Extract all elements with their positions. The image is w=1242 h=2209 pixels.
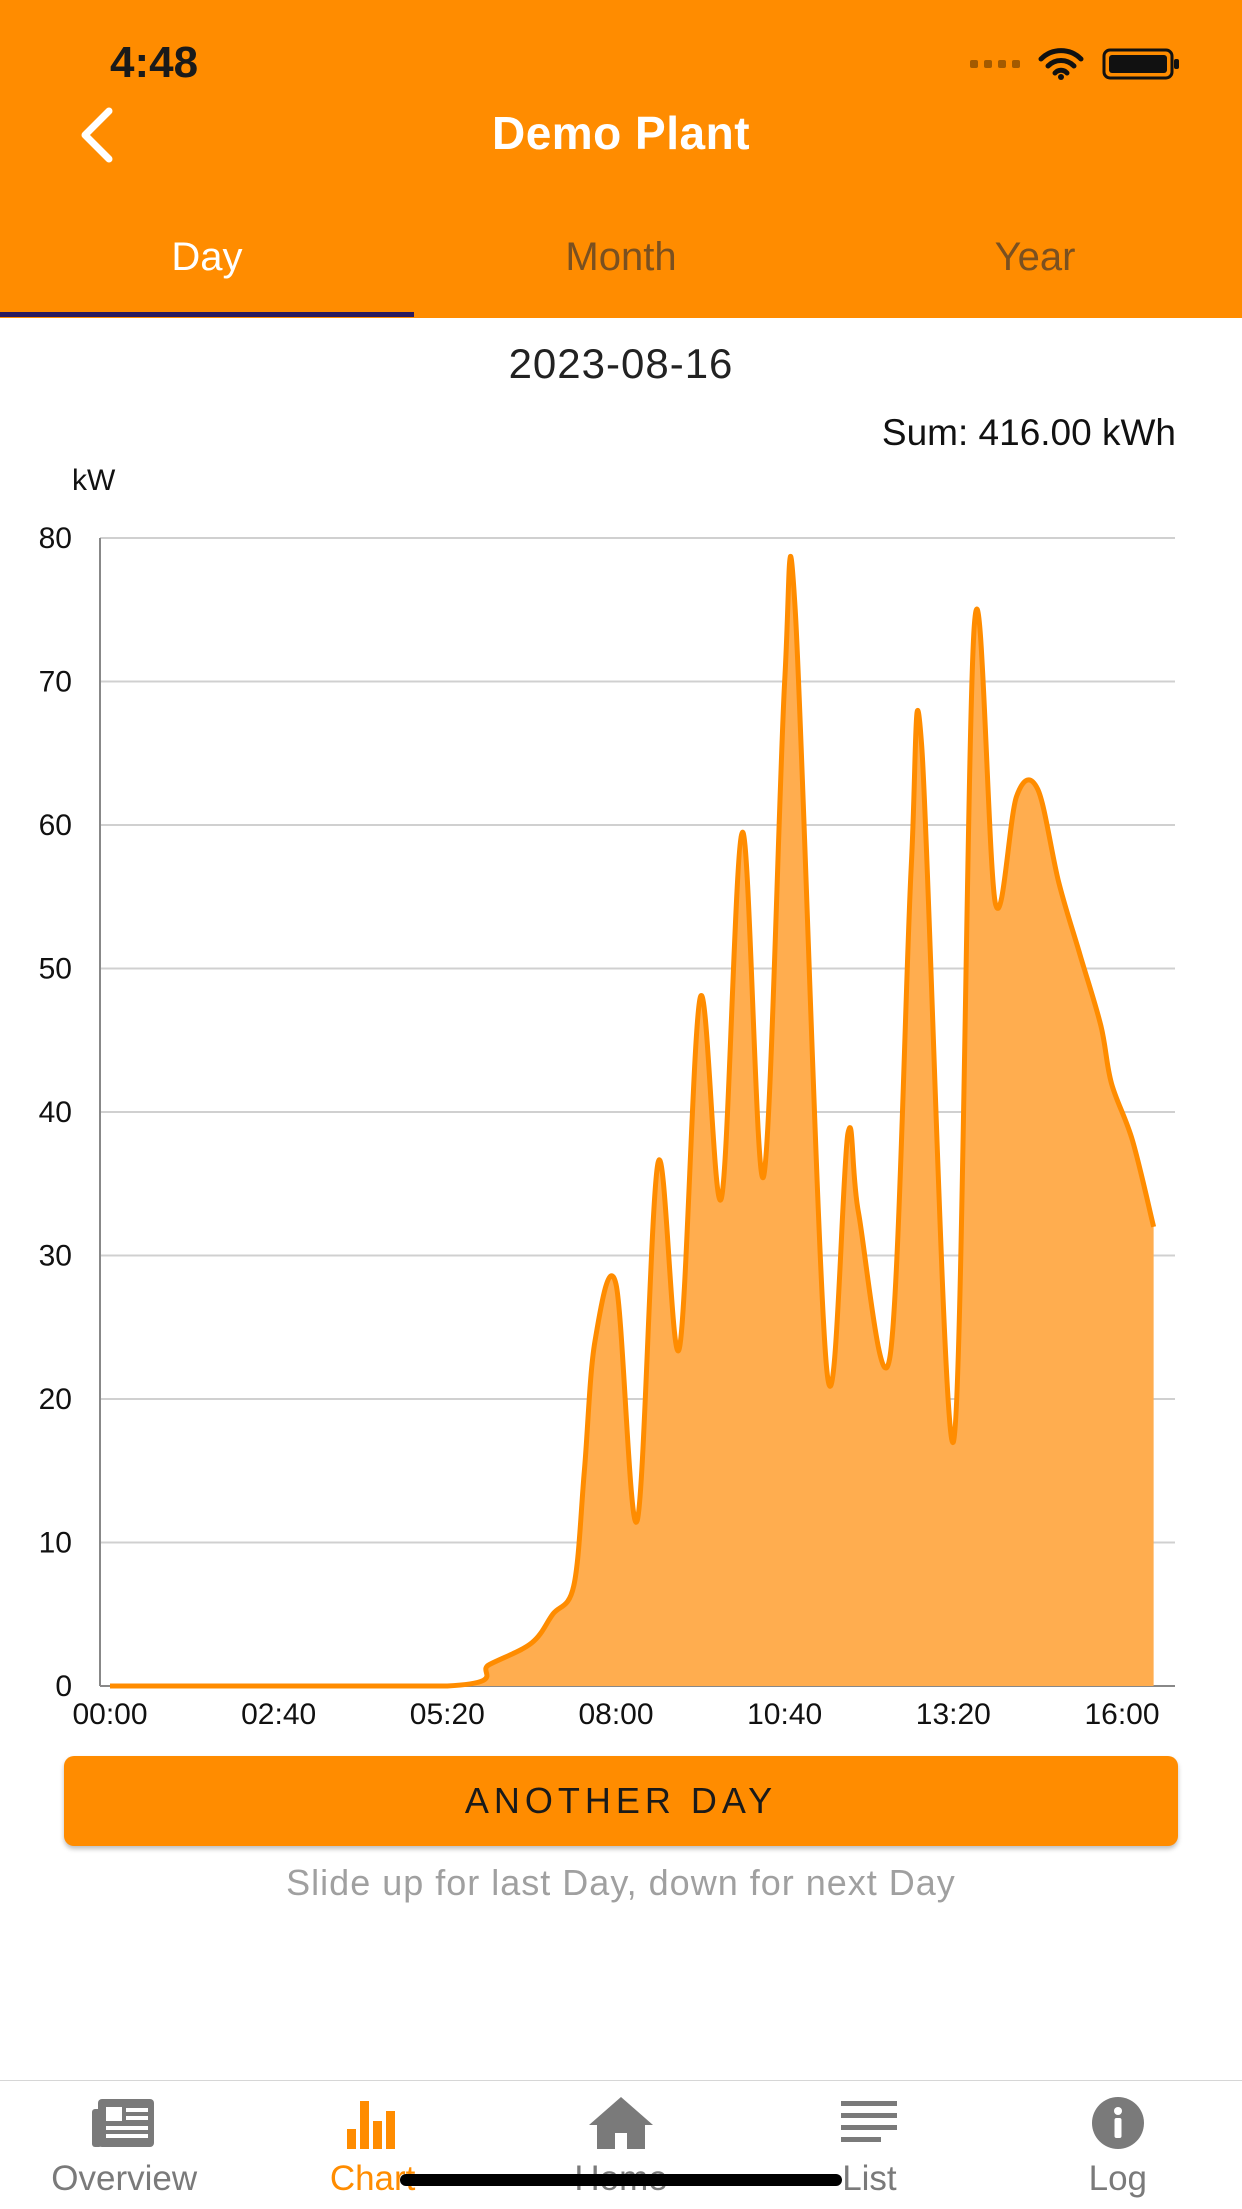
header: 4:48 Demo Plant Day Month xyxy=(0,0,1242,318)
y-tick-label: 80 xyxy=(39,522,72,555)
x-tick-label: 08:00 xyxy=(578,1698,653,1731)
status-time: 4:48 xyxy=(110,38,198,88)
y-tick-label: 10 xyxy=(39,1527,72,1560)
newspaper-icon xyxy=(90,2093,158,2153)
page-title: Demo Plant xyxy=(0,106,1242,160)
another-day-button[interactable]: ANOTHER DAY xyxy=(64,1756,1178,1846)
x-tick-label: 13:20 xyxy=(916,1698,991,1731)
tabbar-item-home[interactable]: Home xyxy=(497,2081,745,2209)
y-tick-label: 70 xyxy=(39,666,72,699)
period-tabs: Day Month Year xyxy=(0,218,1242,318)
battery-icon xyxy=(1102,46,1182,82)
tab-month[interactable]: Month xyxy=(414,218,828,318)
tabbar-label: Overview xyxy=(51,2159,197,2199)
tabbar-item-chart[interactable]: Chart xyxy=(248,2081,496,2209)
x-tick-label: 10:40 xyxy=(747,1698,822,1731)
tabbar-label: Log xyxy=(1089,2159,1147,2199)
status-icons xyxy=(970,44,1182,84)
tabbar-label: List xyxy=(842,2159,896,2199)
wifi-icon xyxy=(1038,47,1084,81)
bar-chart-icon xyxy=(343,2093,403,2153)
cellular-signal-icon xyxy=(970,60,1020,68)
tabbar-item-list[interactable]: List xyxy=(745,2081,993,2209)
y-tick-label: 20 xyxy=(39,1383,72,1416)
x-tick-label: 00:00 xyxy=(72,1698,147,1731)
sum-label: Sum: 416.00 kWh xyxy=(882,412,1176,454)
y-tick-label: 60 xyxy=(39,809,72,842)
y-tick-label: 30 xyxy=(39,1240,72,1273)
list-icon xyxy=(839,2093,899,2153)
power-chart: kW 0 10 20 30 40 50 60 70 80 00:00 02:40 05:20 08:00 1… xyxy=(0,450,1242,1740)
tabbar-item-overview[interactable]: Overview xyxy=(0,2081,248,2209)
active-tab-indicator xyxy=(0,312,414,317)
x-tick-label: 05:20 xyxy=(410,1698,485,1731)
y-tick-label: 0 xyxy=(55,1670,72,1703)
chart-svg: kW 0 10 20 30 40 50 60 70 80 00:00 02:40 05:20 08:00 1… xyxy=(0,450,1242,1740)
x-tick-label: 16:00 xyxy=(1084,1698,1159,1731)
tab-day[interactable]: Day xyxy=(0,218,414,318)
home-indicator xyxy=(400,2174,842,2186)
y-axis-label: kW xyxy=(72,464,116,497)
bottom-tab-bar: Overview Chart Home xyxy=(0,2080,1242,2209)
info-icon xyxy=(1088,2093,1148,2153)
y-tick-label: 40 xyxy=(39,1096,72,1129)
x-tick-label: 02:40 xyxy=(241,1698,316,1731)
tabbar-item-log[interactable]: Log xyxy=(994,2081,1242,2209)
y-tick-label: 50 xyxy=(39,953,72,986)
home-icon xyxy=(587,2093,655,2153)
date-label: 2023-08-16 xyxy=(0,340,1242,388)
swipe-hint: Slide up for last Day, down for next Day xyxy=(0,1862,1242,1904)
tab-year[interactable]: Year xyxy=(828,218,1242,318)
